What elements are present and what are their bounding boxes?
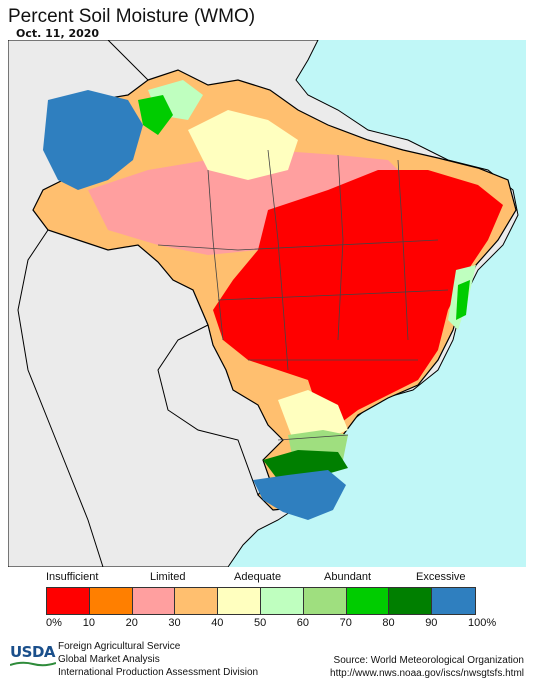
legend-tick-label: 10 [82,617,96,629]
legend-tick-label: 70 [339,617,352,629]
legend-category: Limited [150,571,186,583]
legend-tick-label: 90 [425,617,438,629]
legend-swatch [432,588,475,614]
map-date: Oct. 11, 2020 [16,27,100,40]
region-blue-south [253,470,346,520]
footer: USDA Foreign Agricultural Service Global… [0,632,534,691]
region-south-yellow [278,390,348,440]
source-block: Source: World Meteorological Organizatio… [330,654,524,680]
legend-swatch [175,588,219,614]
legend-swatch [89,588,133,614]
legend-swatch [132,588,176,614]
map-title: Percent Soil Moisture (WMO) [8,6,256,27]
agency-line: International Production Assessment Divi… [58,667,259,678]
usda-logo-swoosh [10,661,56,667]
legend-swatch [346,588,390,614]
agency-block: Foreign Agricultural Service Global Mark… [58,640,258,679]
legend-category: Insufficient [46,571,99,583]
legend-ticks: 0% 10 20 30 40 50 60 70 80 90 100% [46,617,496,631]
usda-logo: USDA [10,643,56,661]
legend-swatch [218,588,261,614]
legend: Insufficient Limited Adequate Abundant E… [46,571,496,629]
legend-tick-label: 0% [46,617,62,629]
legend-category-labels: Insufficient Limited Adequate Abundant E… [46,571,476,587]
legend-color-bar [46,587,476,615]
legend-tick-label: 40 [211,617,224,629]
legend-category: Abundant [324,571,372,583]
legend-tick-label: 80 [382,617,395,629]
agency-line: Foreign Agricultural Service [58,641,181,652]
region-green-east [456,280,470,320]
region-green-nw [138,95,173,135]
legend-swatch [303,588,347,614]
source-credit: Source: World Meteorological Organizatio… [333,655,524,666]
legend-category: Excessive [416,571,466,583]
legend-tick-label: 100% [468,617,497,629]
region-yellow-north [188,110,298,180]
country-borders [17,40,259,567]
legend-swatch [260,588,304,614]
legend-tick-label: 30 [168,617,181,629]
legend-swatch [389,588,433,614]
legend-tick-label: 20 [125,617,138,629]
legend-tick-label: 50 [254,617,267,629]
legend-category: Adequate [234,571,282,583]
soil-moisture-map [8,40,526,567]
region-blue-nw [43,90,143,190]
region-red-center [213,170,503,425]
source-url: http://www.nws.noaa.gov/iscs/nwsgtsfs.ht… [330,668,524,679]
state-boundaries [157,149,449,441]
legend-swatch [47,588,90,614]
legend-tick-label: 60 [296,617,310,629]
agency-line: Global Market Analysis [58,654,160,665]
